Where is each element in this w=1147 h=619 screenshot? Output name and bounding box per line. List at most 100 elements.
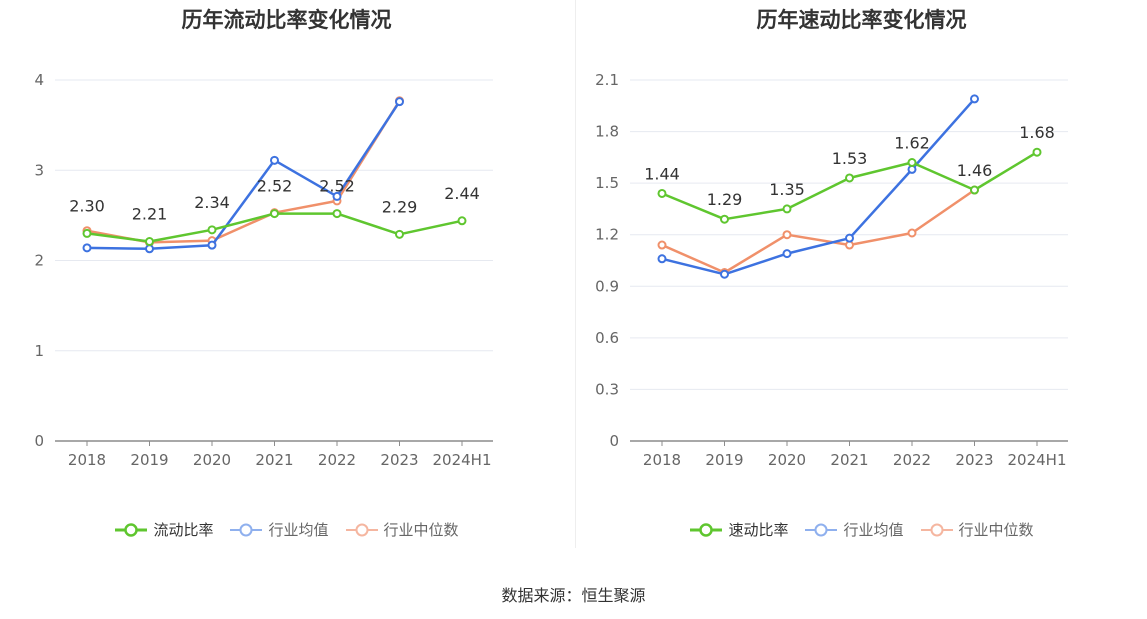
- x-tick-label: 2023: [955, 451, 993, 469]
- x-tick-label: 2024H1: [1008, 451, 1067, 469]
- data-point: [782, 204, 792, 214]
- data-point: [395, 229, 404, 239]
- data-point: [145, 237, 154, 247]
- data-point: [82, 243, 92, 253]
- legend-item-industry-mean[interactable]: 行业均值: [804, 519, 904, 540]
- data-point: [270, 155, 279, 165]
- chart-title: 历年流动比率变化情况: [181, 8, 392, 32]
- legend-line-marker-icon: [230, 523, 263, 536]
- data-point: [145, 244, 154, 254]
- y-tick-label: 1.5: [595, 174, 619, 192]
- legend-label: 速动比率: [728, 521, 789, 539]
- data-point: [657, 188, 667, 198]
- legend-item-industry-median[interactable]: 行业中位数: [920, 519, 1034, 540]
- x-tick-label: 2022: [318, 451, 356, 469]
- current-ratio-plot: 0 1 2 3 4 2018 2019 2020 2021 2022 2023 2024H1 2.30 2…: [34, 71, 493, 469]
- data-label: 1.53: [832, 149, 868, 168]
- y-tick-label: 0.6: [595, 329, 619, 347]
- legend-label: 行业均值: [843, 521, 904, 539]
- x-tick-label: 2020: [193, 451, 231, 469]
- legend-line-marker-icon: [920, 523, 953, 536]
- legend-line-marker-icon: [345, 523, 378, 536]
- y-tick-label: 4: [34, 71, 44, 89]
- x-tick-label: 2022: [893, 451, 931, 469]
- x-tick-label: 2021: [830, 451, 868, 469]
- y-tick-label: 1.2: [595, 226, 619, 244]
- x-tick-label: 2024H1: [433, 451, 492, 469]
- data-label: 2.52: [319, 177, 355, 196]
- data-label: 2.44: [444, 184, 480, 203]
- x-tick-label: 2021: [255, 451, 293, 469]
- data-label: 1.44: [644, 164, 680, 183]
- data-point: [82, 228, 92, 238]
- data-point: [907, 158, 917, 168]
- y-tick-label: 0.3: [595, 380, 619, 398]
- x-tick-label: 2019: [130, 451, 168, 469]
- data-label: 1.46: [957, 161, 993, 180]
- legend-item-industry-mean[interactable]: 行业均值: [229, 519, 329, 540]
- data-point: [970, 185, 979, 195]
- series-line: [661, 188, 976, 274]
- y-tick-label: 2.1: [595, 71, 619, 89]
- data-label: 2.52: [257, 177, 293, 196]
- data-point: [207, 225, 217, 235]
- data-label: 1.35: [769, 180, 805, 199]
- legend-line-marker-icon: [115, 522, 148, 537]
- data-point: [970, 94, 979, 104]
- data-point: [845, 173, 854, 183]
- series-line: [86, 101, 401, 251]
- legend-label: 行业均值: [268, 521, 329, 539]
- y-tick-label: 3: [34, 161, 44, 179]
- legend-line-marker-icon: [690, 522, 723, 537]
- legend-item-quick-ratio[interactable]: 速动比率: [689, 519, 788, 540]
- data-point: [657, 240, 667, 250]
- y-tick-label: 2: [34, 252, 44, 270]
- panel-divider: [575, 0, 576, 548]
- legend-label: 流动比率: [153, 521, 214, 539]
- data-label: 2.30: [69, 196, 105, 215]
- legend-label: 行业中位数: [958, 521, 1034, 539]
- data-point: [395, 97, 404, 107]
- x-tick-label: 2020: [768, 451, 806, 469]
- x-tick-label: 2023: [380, 451, 418, 469]
- data-point: [332, 209, 342, 219]
- legend-label: 行业中位数: [383, 521, 459, 539]
- data-point: [845, 233, 854, 243]
- y-tick-label: 0.9: [595, 277, 619, 295]
- series-line: [661, 98, 976, 276]
- quick-ratio-chart: 历年速动比率变化情况 0 0.3 0.6 0.9 1.2 1.5 1.8 2.1 2018 201…: [575, 0, 1147, 560]
- y-tick-label: 0: [34, 432, 44, 450]
- data-point: [207, 240, 217, 250]
- chart-title: 历年速动比率变化情况: [756, 8, 967, 32]
- quick-ratio-plot: 0 0.3 0.6 0.9 1.2 1.5 1.8 2.1 2018 2019 2020 2021 20…: [595, 71, 1068, 469]
- data-label: 1.68: [1019, 123, 1055, 142]
- data-point: [1032, 147, 1042, 157]
- x-tick-label: 2018: [643, 451, 681, 469]
- y-tick-label: 0: [609, 432, 619, 450]
- data-point: [782, 249, 792, 259]
- data-label: 2.29: [382, 197, 418, 216]
- data-point: [720, 214, 729, 224]
- data-point: [332, 191, 342, 201]
- current-ratio-chart: 历年流动比率变化情况 0 1 2 3 4 2018 2019 2020 2021 2022 2023…: [0, 0, 573, 560]
- chart-legend: 速动比率 行业均值 行业中位数: [575, 519, 1147, 540]
- data-source-note: 数据来源：恒生聚源: [501, 586, 646, 605]
- data-point: [782, 230, 792, 240]
- data-label: 2.21: [132, 205, 168, 224]
- data-label: 1.62: [894, 134, 930, 153]
- legend-item-industry-median[interactable]: 行业中位数: [345, 519, 459, 540]
- data-label: 1.29: [707, 190, 743, 209]
- y-tick-label: 1.8: [595, 123, 619, 141]
- data-point: [657, 254, 667, 264]
- data-point: [720, 269, 729, 279]
- data-point: [457, 216, 467, 226]
- x-tick-label: 2018: [68, 451, 106, 469]
- chart-legend: 流动比率 行业均值 行业中位数: [0, 519, 573, 540]
- legend-item-current-ratio[interactable]: 流动比率: [114, 519, 213, 540]
- data-point: [270, 209, 279, 219]
- x-tick-label: 2019: [705, 451, 743, 469]
- data-label: 2.34: [194, 193, 230, 212]
- data-point: [907, 228, 917, 238]
- y-tick-label: 1: [34, 342, 44, 360]
- legend-line-marker-icon: [805, 523, 838, 536]
